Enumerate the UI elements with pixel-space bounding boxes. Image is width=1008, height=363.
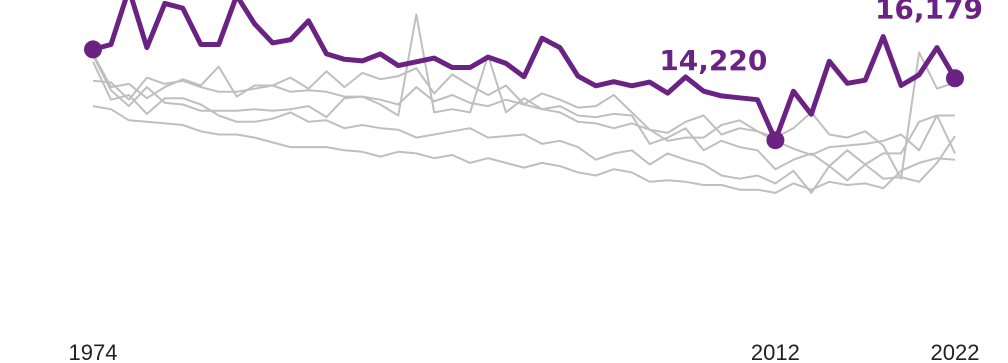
background-series-line-4 xyxy=(92,105,956,194)
x-tick-label-1974: 1974 xyxy=(69,340,118,363)
x-tick-label-2012: 2012 xyxy=(751,340,800,363)
annotation-label-2012: 14,220 xyxy=(659,44,767,77)
background-series-line-3 xyxy=(92,53,956,156)
marker-2012 xyxy=(766,131,785,150)
annotation-group: 17,093 14,220 16,179 xyxy=(19,0,983,77)
highlight-series-line xyxy=(90,0,958,143)
annotation-label-2022: 16,179 xyxy=(875,0,983,25)
marker-group xyxy=(84,40,964,150)
x-tick-label-2022: 2022 xyxy=(931,340,980,363)
marker-2022 xyxy=(946,69,964,88)
marker-1974 xyxy=(84,40,102,59)
background-series-group xyxy=(92,13,956,194)
background-series-line-2 xyxy=(92,76,955,171)
highlight-series-group xyxy=(90,0,958,143)
x-axis-tick-group: 1974 2012 2022 xyxy=(69,340,980,363)
background-series-line-1 xyxy=(92,61,956,194)
annotation-label-1974: 17,093 xyxy=(19,0,127,1)
